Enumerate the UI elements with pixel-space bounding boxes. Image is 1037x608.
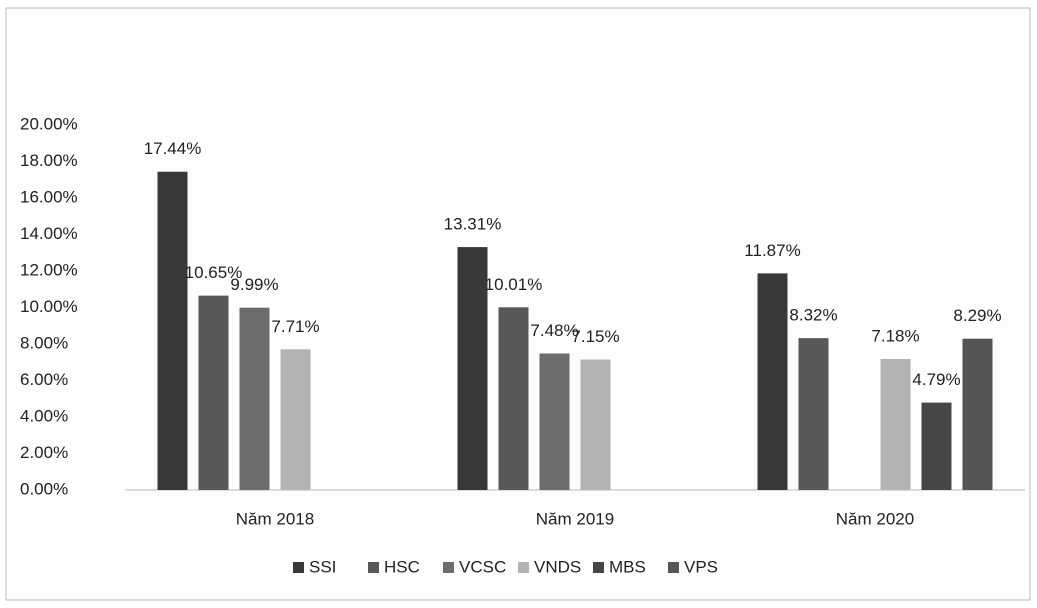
y-tick-label: 10.00% (20, 297, 78, 316)
y-tick-label: 14.00% (20, 224, 78, 243)
legend-label: HSC (384, 557, 420, 576)
data-label: 7.15% (571, 327, 619, 346)
data-label: 9.99% (230, 275, 278, 294)
legend-swatch (368, 562, 379, 573)
data-label: 7.18% (871, 326, 919, 345)
bar (580, 359, 611, 490)
data-label: 4.79% (912, 370, 960, 389)
bar (239, 307, 270, 490)
bar (921, 402, 952, 490)
legend-swatch (443, 562, 454, 573)
data-label: 17.44% (144, 139, 202, 158)
bar (962, 338, 993, 490)
y-tick-label: 18.00% (20, 151, 78, 170)
data-label: 7.71% (271, 317, 319, 336)
bar (798, 338, 829, 490)
legend-swatch (593, 562, 604, 573)
legend-label: SSI (309, 557, 336, 576)
data-label: 11.87% (744, 241, 800, 260)
data-label: 10.01% (485, 275, 543, 294)
bar (539, 353, 570, 490)
y-tick-label: 4.00% (20, 406, 68, 425)
legend-label: VCSC (459, 557, 506, 576)
bar (157, 171, 188, 490)
y-tick-label: 20.00% (20, 114, 78, 133)
bar (498, 307, 529, 490)
legend-swatch (293, 562, 304, 573)
bar (457, 247, 488, 490)
x-tick-label: Năm 2020 (836, 509, 914, 528)
bar (757, 273, 788, 490)
y-tick-label: 2.00% (20, 443, 68, 462)
legend-swatch (518, 562, 529, 573)
y-tick-label: 8.00% (20, 333, 68, 352)
bar (198, 295, 229, 490)
legend-label: MBS (609, 557, 646, 576)
data-label: 8.29% (953, 306, 1001, 325)
y-tick-label: 12.00% (20, 260, 78, 279)
legend-swatch (668, 562, 679, 573)
data-label: 13.31% (444, 215, 502, 234)
legend-label: VNDS (534, 557, 581, 576)
bar (880, 358, 911, 490)
data-label: 7.48% (530, 321, 578, 340)
legend-label: VPS (684, 557, 718, 576)
x-tick-label: Năm 2018 (236, 509, 314, 528)
y-tick-label: 6.00% (20, 370, 68, 389)
bar (280, 349, 311, 490)
x-tick-label: Năm 2019 (536, 509, 614, 528)
data-label: 8.32% (789, 306, 837, 325)
y-tick-label: 0.00% (20, 479, 68, 498)
y-tick-label: 16.00% (20, 187, 78, 206)
data-label: 10.65% (185, 263, 243, 282)
